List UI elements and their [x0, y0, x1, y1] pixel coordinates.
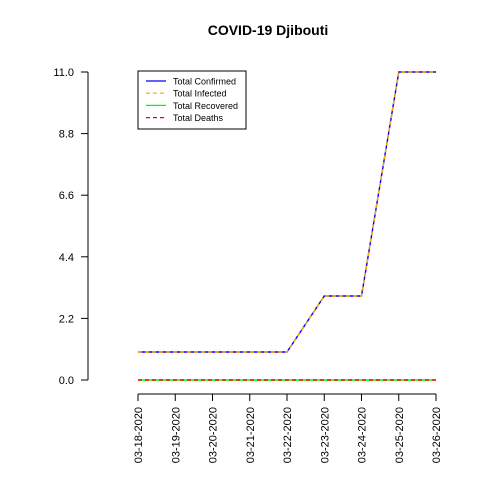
- x-tick-label: 03-20-2020: [208, 407, 220, 463]
- x-tick-label: 03-23-2020: [319, 407, 331, 463]
- legend-label: Total Deaths: [173, 113, 224, 123]
- x-tick-label: 03-21-2020: [245, 407, 257, 463]
- y-axis: 0.0 2.2 4.4 6.6 8.8 11.0: [53, 67, 89, 387]
- x-tick-label: 03-26-2020: [431, 407, 443, 463]
- y-tick-label: 6.6: [59, 190, 74, 202]
- series-line-total-infected: [138, 71, 436, 353]
- chart-title: COVID-19 Djibouti: [208, 22, 329, 38]
- y-tick-label: 4.4: [59, 252, 74, 264]
- y-tick-label: 2.2: [59, 313, 74, 325]
- x-tick-label: 03-24-2020: [357, 407, 369, 463]
- legend-label: Total Recovered: [173, 101, 238, 111]
- x-tick-label: 03-25-2020: [394, 407, 406, 463]
- x-tick-label: 03-18-2020: [133, 407, 145, 463]
- series-layer: [138, 71, 436, 381]
- legend: Total Confirmed Total Infected Total Recov…: [137, 70, 247, 130]
- y-tick-label: 0.0: [59, 375, 74, 387]
- y-tick-label: 8.8: [59, 129, 74, 141]
- x-axis: 03-18-2020 03-19-2020 03-20-2020 03-21-2020…: [133, 393, 443, 463]
- y-tick-label: 11.0: [53, 67, 74, 79]
- x-tick-label: 03-19-2020: [170, 407, 182, 463]
- x-tick-label: 03-22-2020: [282, 407, 294, 463]
- legend-label: Total Infected: [173, 89, 227, 99]
- legend-label: Total Confirmed: [173, 77, 236, 87]
